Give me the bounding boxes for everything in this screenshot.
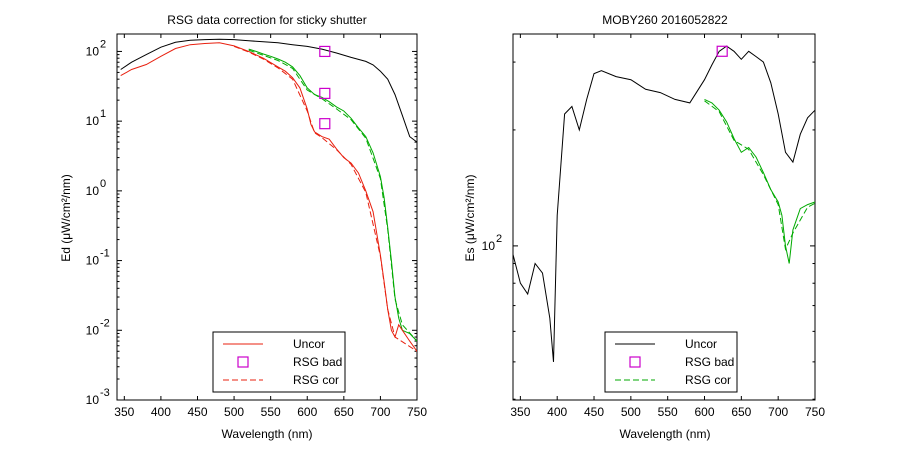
left-x-tick-label: 500 xyxy=(224,405,244,419)
right-plot-area: 350 400 450 500 550 600 650 700 750 10 2 xyxy=(482,33,825,419)
left-y-axis-label: Ed (μW/cm²/nm) xyxy=(59,174,73,262)
left-y-tick-label: 10 xyxy=(86,323,100,337)
left-x-tick-label: 700 xyxy=(370,405,390,419)
right-x-tick-label: 650 xyxy=(731,405,751,419)
right-legend-box xyxy=(604,331,738,393)
left-y-tick-label: 10 xyxy=(86,114,100,128)
left-plot-frame xyxy=(116,33,418,401)
left-legend-label: RSG cor xyxy=(293,373,339,387)
left-chart-panel: RSG data correction for sticky shutter W… xyxy=(59,13,427,441)
right-x-axis-label: Wavelength (nm) xyxy=(620,427,711,441)
right-legend-label: RSG bad xyxy=(685,355,734,369)
left-legend-swatch xyxy=(237,356,249,368)
left-y-tick-label: 10 xyxy=(86,44,100,58)
right-y-axis-label: Es (μW/cm²/nm) xyxy=(463,175,477,262)
left-legend-box xyxy=(212,331,346,393)
left-y-tick-exponent: 1 xyxy=(100,108,106,120)
left-series-line xyxy=(248,48,417,342)
left-y-tick-label: 10 xyxy=(86,393,100,407)
right-chart-panel: MOBY260 2016052822 Wavelength (nm) Es (μ… xyxy=(463,13,825,441)
right-x-tick-label: 600 xyxy=(694,405,714,419)
left-legend-label: RSG bad xyxy=(293,355,342,369)
left-x-axis-label: Wavelength (nm) xyxy=(222,427,313,441)
left-series-line xyxy=(233,45,417,352)
right-x-tick-label: 450 xyxy=(584,405,604,419)
right-x-tick-label: 400 xyxy=(547,405,567,419)
right-series-line xyxy=(704,100,815,252)
right-legend-label: RSG cor xyxy=(685,373,731,387)
right-x-tick-label: 700 xyxy=(768,405,788,419)
right-x-tick-label: 550 xyxy=(658,405,678,419)
left-y-tick-exponent: -1 xyxy=(100,248,110,260)
right-legend-label: Uncor xyxy=(685,337,717,351)
right-series-line xyxy=(513,45,815,362)
right-plot-frame xyxy=(512,33,816,401)
left-y-tick-exponent: -3 xyxy=(100,387,110,399)
left-y-tick-exponent: 0 xyxy=(100,178,106,190)
left-series-line xyxy=(248,49,417,342)
right-x-tick-label: 750 xyxy=(805,405,825,419)
left-chart-title: RSG data correction for sticky shutter xyxy=(167,13,366,27)
left-rsg-bad-marker xyxy=(319,87,331,100)
right-chart-title: MOBY260 2016052822 xyxy=(602,13,728,27)
right-legend-swatch xyxy=(629,356,641,368)
left-x-tick-label: 750 xyxy=(407,405,427,419)
left-y-tick-label: 10 xyxy=(86,254,100,268)
left-x-tick-label: 450 xyxy=(187,405,207,419)
right-x-tick-label: 500 xyxy=(621,405,641,419)
right-series-group xyxy=(513,45,815,362)
left-legend: Uncor RSG bad RSG cor xyxy=(212,331,346,393)
left-series-line xyxy=(120,42,417,352)
left-x-tick-label: 350 xyxy=(114,405,134,419)
left-x-tick-label: 400 xyxy=(151,405,171,419)
right-rsg-bad-marker xyxy=(716,45,728,57)
left-rsg-bad-marker xyxy=(319,118,331,130)
left-series-group xyxy=(120,38,417,352)
left-legend-label: Uncor xyxy=(293,337,325,351)
left-y-tick-label: 10 xyxy=(86,184,100,198)
left-rsg-bad-marker xyxy=(319,45,331,58)
left-series-line xyxy=(120,38,417,143)
left-x-tick-label: 650 xyxy=(334,405,354,419)
left-x-tick-label: 600 xyxy=(297,405,317,419)
left-y-tick-exponent: -2 xyxy=(100,317,110,329)
left-y-tick-exponent: 2 xyxy=(100,38,106,50)
right-legend: Uncor RSG bad RSG cor xyxy=(604,331,738,393)
right-x-tick-label: 350 xyxy=(510,405,530,419)
left-x-tick-label: 550 xyxy=(261,405,281,419)
right-series-line xyxy=(704,98,815,264)
right-y-tick-exponent: 2 xyxy=(496,233,502,245)
right-y-tick-label: 10 xyxy=(482,239,496,253)
